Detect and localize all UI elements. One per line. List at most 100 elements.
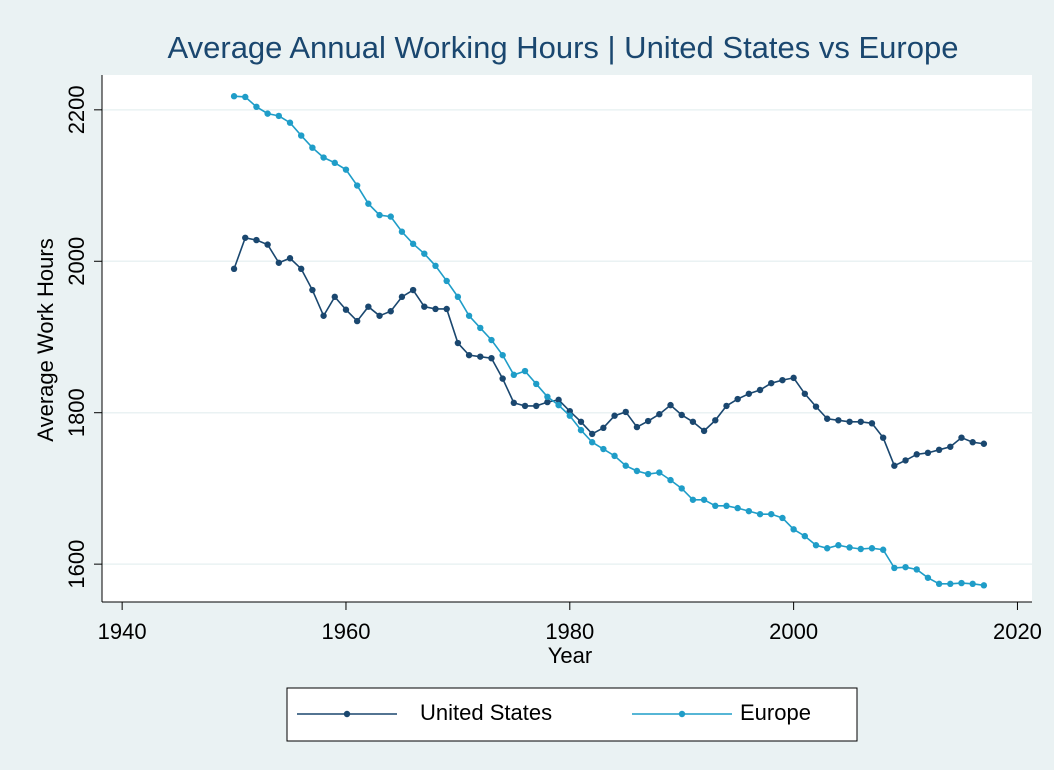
data-point xyxy=(320,312,327,319)
data-point xyxy=(644,470,652,478)
data-point xyxy=(376,211,383,219)
data-point xyxy=(846,544,853,551)
legend-label: Europe xyxy=(740,700,811,725)
data-point xyxy=(969,580,976,588)
y-tick-label: 2000 xyxy=(64,237,89,286)
data-point xyxy=(499,351,506,359)
data-point xyxy=(533,380,540,388)
data-point xyxy=(588,439,596,446)
data-point xyxy=(924,449,932,457)
data-point xyxy=(712,502,719,510)
data-point xyxy=(275,112,283,120)
data-point xyxy=(465,312,473,319)
data-point xyxy=(331,293,338,301)
data-point xyxy=(398,293,406,301)
data-point xyxy=(779,514,786,522)
data-point xyxy=(521,402,529,410)
y-tick-label: 1800 xyxy=(64,388,89,437)
data-point xyxy=(521,367,529,375)
data-point xyxy=(499,375,506,382)
data-point xyxy=(253,103,260,111)
data-point xyxy=(510,399,518,407)
data-point xyxy=(835,417,842,424)
data-point xyxy=(365,200,372,207)
data-point xyxy=(745,390,753,397)
data-point xyxy=(846,418,853,425)
data-point xyxy=(600,445,607,453)
data-point xyxy=(577,426,585,434)
data-point xyxy=(947,580,954,588)
data-point xyxy=(790,526,797,533)
data-point xyxy=(566,407,573,415)
data-point xyxy=(465,351,473,359)
data-point xyxy=(723,502,730,510)
legend-label: United States xyxy=(420,700,552,725)
data-point xyxy=(768,379,775,387)
data-point xyxy=(644,417,652,425)
data-point xyxy=(835,542,842,549)
data-point xyxy=(812,403,820,410)
data-point xyxy=(723,402,730,410)
data-point xyxy=(745,507,753,515)
data-point xyxy=(756,386,764,394)
data-point xyxy=(622,462,629,469)
data-point xyxy=(935,446,943,454)
data-point xyxy=(667,476,674,484)
data-point xyxy=(264,110,271,117)
data-point xyxy=(857,418,864,425)
data-point xyxy=(678,485,685,492)
data-point xyxy=(924,574,932,581)
data-point xyxy=(398,228,406,235)
data-point xyxy=(298,132,305,139)
data-point xyxy=(387,213,394,220)
data-point xyxy=(891,564,898,572)
data-point xyxy=(230,265,238,273)
data-point xyxy=(421,250,428,257)
data-point xyxy=(857,545,864,553)
data-point xyxy=(409,240,417,248)
data-point xyxy=(768,510,775,518)
data-point xyxy=(298,265,305,273)
data-point xyxy=(342,306,350,313)
data-point xyxy=(454,293,462,301)
data-point xyxy=(734,504,741,512)
data-point xyxy=(353,317,361,325)
data-point xyxy=(734,395,741,403)
data-point xyxy=(980,582,988,589)
data-point xyxy=(868,545,876,552)
data-point xyxy=(230,93,238,100)
data-point xyxy=(667,401,674,409)
data-point xyxy=(432,262,439,270)
data-point xyxy=(353,182,361,189)
data-point xyxy=(443,305,450,313)
data-point xyxy=(342,166,350,173)
x-tick-label: 2020 xyxy=(993,619,1042,644)
data-point xyxy=(969,439,976,446)
data-point xyxy=(700,427,708,435)
data-point xyxy=(801,532,809,540)
data-point xyxy=(253,236,260,244)
data-point xyxy=(700,496,708,503)
y-tick-label: 1600 xyxy=(64,540,89,589)
x-tick-label: 1940 xyxy=(98,619,147,644)
data-point xyxy=(611,452,618,460)
y-tick-label: 2200 xyxy=(64,85,89,134)
data-point xyxy=(611,412,618,419)
data-point xyxy=(309,144,316,151)
data-point xyxy=(409,286,417,294)
data-point xyxy=(477,353,484,360)
data-point xyxy=(801,390,809,397)
data-point xyxy=(320,154,327,161)
data-point xyxy=(242,93,249,101)
x-tick-label: 1980 xyxy=(545,619,594,644)
data-point xyxy=(331,159,338,167)
data-point xyxy=(275,259,283,266)
data-point xyxy=(980,440,988,447)
data-point xyxy=(678,411,685,419)
data-point xyxy=(432,305,439,313)
data-point xyxy=(544,398,551,406)
data-point xyxy=(376,312,383,319)
data-point xyxy=(812,542,820,549)
data-point xyxy=(387,308,394,315)
